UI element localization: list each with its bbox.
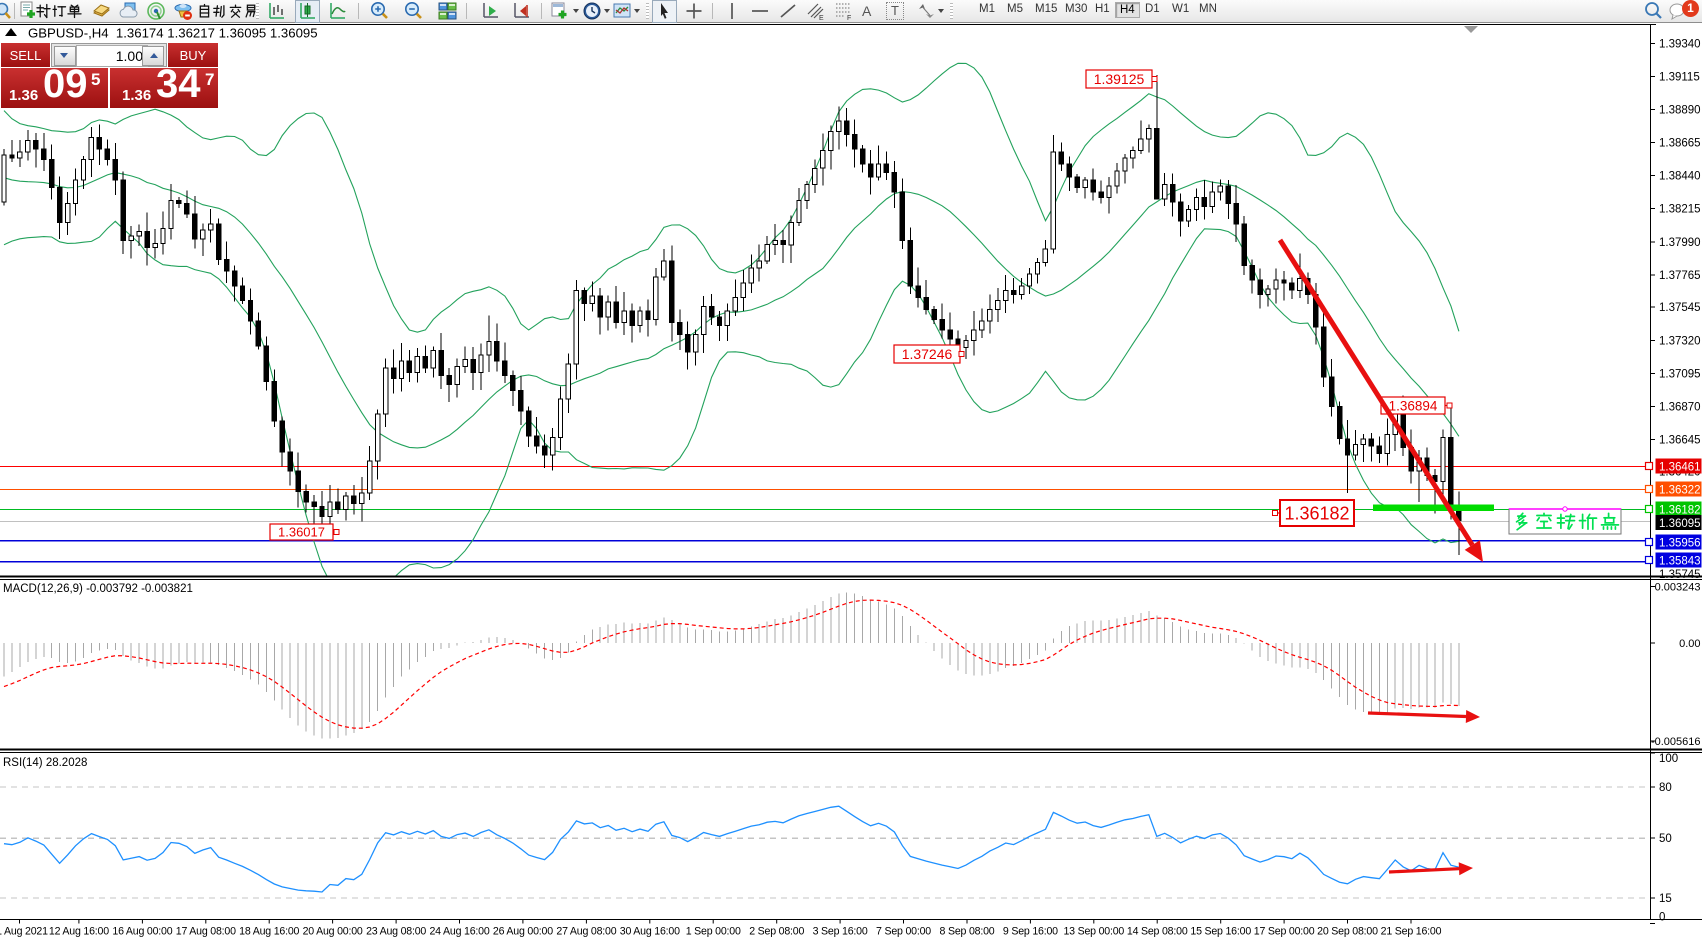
svg-text:16 Aug 00:00: 16 Aug 00:00 xyxy=(112,926,172,938)
svg-text:1.38665: 1.38665 xyxy=(1659,138,1701,150)
svg-text:1.36322: 1.36322 xyxy=(1659,485,1701,497)
svg-text:MACD(12,26,9) -0.003792 -0.003: MACD(12,26,9) -0.003792 -0.003821 xyxy=(3,583,193,595)
svg-text:50: 50 xyxy=(1659,833,1672,845)
svg-text:GBPUSD-,H4 1.36174 1.36217 1.: GBPUSD-,H4 1.36174 1.36217 1.36095 1.360… xyxy=(28,26,318,41)
svg-text:9 Sep 16:00: 9 Sep 16:00 xyxy=(1003,926,1058,938)
svg-text:7 Sep 00:00: 7 Sep 00:00 xyxy=(876,926,931,938)
svg-text:1.37545: 1.37545 xyxy=(1659,302,1701,314)
svg-text:15 Sep 16:00: 15 Sep 16:00 xyxy=(1190,926,1251,938)
svg-text:3 Sep 16:00: 3 Sep 16:00 xyxy=(813,926,868,938)
svg-text:1.39115: 1.39115 xyxy=(1659,71,1700,83)
svg-text:1.35843: 1.35843 xyxy=(1659,556,1701,568)
svg-text:0.00: 0.00 xyxy=(1679,638,1700,650)
svg-text:1.36182: 1.36182 xyxy=(1284,503,1349,523)
svg-text:20 Aug 00:00: 20 Aug 00:00 xyxy=(303,926,363,938)
svg-text:0: 0 xyxy=(1659,912,1665,924)
svg-text:100: 100 xyxy=(1659,753,1678,765)
svg-text:1.37246: 1.37246 xyxy=(902,346,953,362)
svg-text:1.36017: 1.36017 xyxy=(278,525,325,540)
svg-text:13 Sep 00:00: 13 Sep 00:00 xyxy=(1063,926,1124,938)
svg-text:14 Sep 08:00: 14 Sep 08:00 xyxy=(1127,926,1188,938)
svg-text:12 Aug 16:00: 12 Aug 16:00 xyxy=(49,926,109,938)
svg-text:1.35745: 1.35745 xyxy=(1659,569,1701,581)
svg-text:1.36461: 1.36461 xyxy=(1659,462,1701,474)
svg-text:1.38440: 1.38440 xyxy=(1659,171,1701,183)
svg-text:8 Sep 08:00: 8 Sep 08:00 xyxy=(940,926,995,938)
svg-text:1.38215: 1.38215 xyxy=(1659,204,1701,216)
svg-text:1.39340: 1.39340 xyxy=(1659,38,1701,50)
svg-text:20 Sep 08:00: 20 Sep 08:00 xyxy=(1317,926,1378,938)
svg-text:1.36870: 1.36870 xyxy=(1659,401,1701,413)
svg-text:30 Aug 16:00: 30 Aug 16:00 xyxy=(620,926,680,938)
svg-text:1.37765: 1.37765 xyxy=(1659,270,1701,282)
svg-text:17 Sep 00:00: 17 Sep 00:00 xyxy=(1254,926,1315,938)
svg-text:15: 15 xyxy=(1659,893,1672,905)
svg-text:-0.005616: -0.005616 xyxy=(1651,736,1701,748)
svg-text:E: E xyxy=(819,15,824,21)
svg-text:1.36894: 1.36894 xyxy=(1389,398,1438,413)
svg-text:RSI(14) 28.2028: RSI(14) 28.2028 xyxy=(3,757,87,769)
svg-text:24 Aug 16:00: 24 Aug 16:00 xyxy=(429,926,489,938)
svg-text:1.37320: 1.37320 xyxy=(1659,335,1701,347)
svg-text:18 Aug 16:00: 18 Aug 16:00 xyxy=(239,926,299,938)
svg-text:2 Sep 08:00: 2 Sep 08:00 xyxy=(749,926,804,938)
svg-text:1.39125: 1.39125 xyxy=(1094,71,1145,87)
svg-text:1.38890: 1.38890 xyxy=(1659,105,1701,117)
svg-text:1.36182: 1.36182 xyxy=(1659,505,1701,517)
svg-text:1.36645: 1.36645 xyxy=(1659,435,1701,447)
svg-text:21 Sep 16:00: 21 Sep 16:00 xyxy=(1381,926,1442,938)
svg-text:1.37990: 1.37990 xyxy=(1659,237,1701,249)
svg-text:1.35956: 1.35956 xyxy=(1659,538,1701,550)
svg-text:F: F xyxy=(847,15,851,21)
svg-text:17 Aug 08:00: 17 Aug 08:00 xyxy=(176,926,236,938)
svg-text:0.003243: 0.003243 xyxy=(1655,582,1701,594)
svg-text:1.37095: 1.37095 xyxy=(1659,368,1701,380)
svg-text:1 Sep 00:00: 1 Sep 00:00 xyxy=(686,926,741,938)
svg-text:23 Aug 08:00: 23 Aug 08:00 xyxy=(366,926,426,938)
svg-text:27 Aug 08:00: 27 Aug 08:00 xyxy=(556,926,616,938)
svg-text:26 Aug 00:00: 26 Aug 00:00 xyxy=(493,926,553,938)
svg-text:80: 80 xyxy=(1659,782,1672,794)
svg-text:11 Aug 2021: 11 Aug 2021 xyxy=(0,926,48,938)
svg-text:1.36095: 1.36095 xyxy=(1659,518,1701,530)
